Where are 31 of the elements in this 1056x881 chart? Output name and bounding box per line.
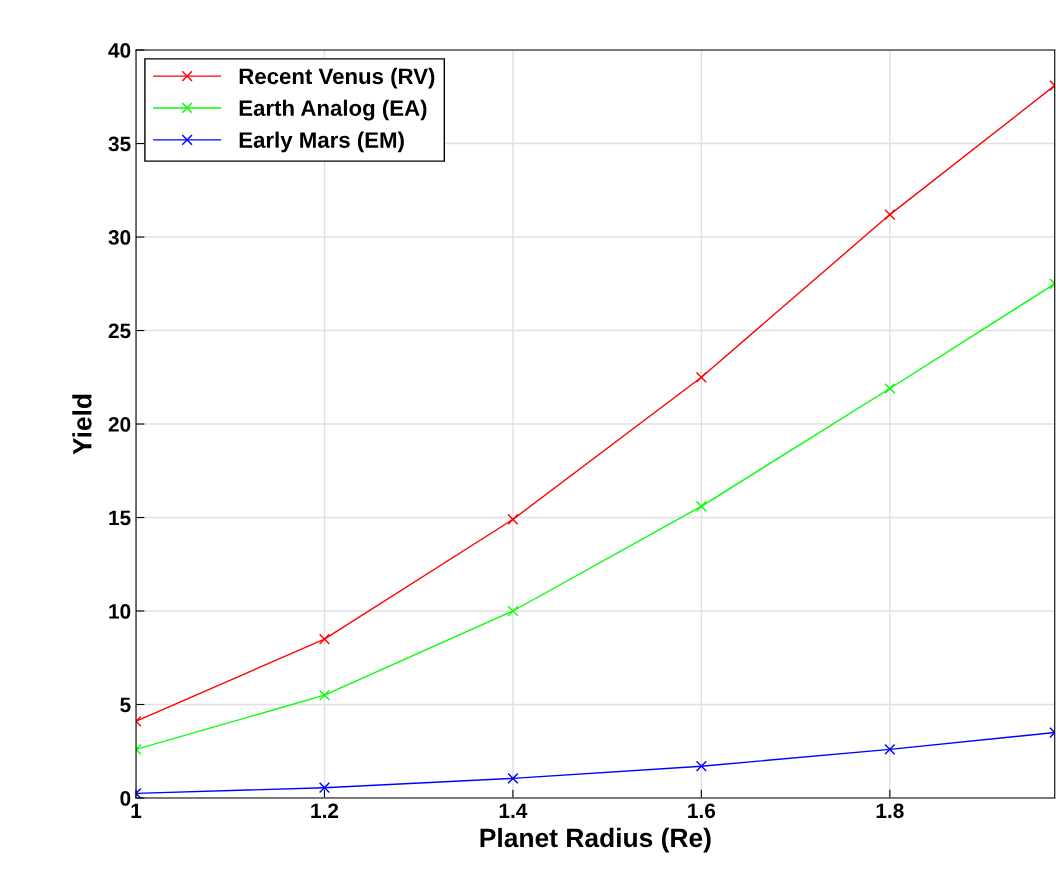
point bbox=[884, 209, 896, 221]
point bbox=[695, 371, 707, 383]
point bbox=[695, 760, 707, 772]
y-axis-title: Yield bbox=[72, 394, 92, 455]
y-tick-label: 15 bbox=[109, 510, 131, 526]
y-tick-label: 35 bbox=[108, 136, 131, 152]
y-tick-label: 40 bbox=[108, 43, 131, 58]
x-tick-label: 1.6 bbox=[688, 803, 716, 819]
x-tick-label: 1.8 bbox=[876, 803, 904, 819]
x-axis-title: Planet Radius (Re) bbox=[480, 827, 711, 853]
x-tick-label: 1.2 bbox=[311, 803, 339, 818]
point bbox=[507, 513, 519, 525]
legend-label: Early Mars (EM) bbox=[239, 131, 404, 153]
y-tick-label: 0 bbox=[120, 791, 131, 806]
legend-label: Recent Venus (RV) bbox=[239, 67, 435, 89]
point bbox=[318, 689, 331, 701]
y-tick-label: 5 bbox=[120, 697, 131, 713]
point bbox=[507, 772, 519, 784]
y-tick-label: 20 bbox=[108, 417, 131, 432]
point bbox=[695, 500, 707, 512]
x-tick-label: 1.4 bbox=[499, 803, 528, 818]
point bbox=[884, 743, 896, 755]
point bbox=[318, 633, 331, 645]
x-tick-label: 1 bbox=[131, 803, 142, 818]
point bbox=[507, 605, 519, 617]
point bbox=[318, 782, 331, 794]
y-tick-label: 25 bbox=[108, 323, 131, 339]
legend-label: Earth Analog (EA) bbox=[239, 99, 427, 121]
y-tick-label: 30 bbox=[108, 230, 131, 245]
point bbox=[884, 382, 896, 395]
y-tick-label: 10 bbox=[109, 604, 131, 619]
